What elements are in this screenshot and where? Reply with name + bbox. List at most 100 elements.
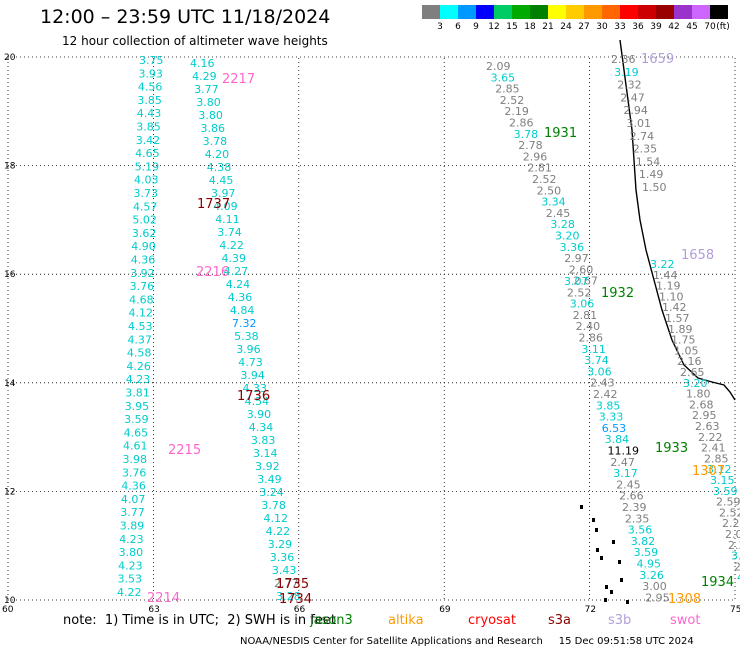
wave-height-value: 4.38 — [207, 161, 232, 174]
wave-height-value: 4.02 — [737, 571, 740, 584]
color-swatch — [440, 5, 458, 19]
wave-height-value: 2.86 — [509, 117, 534, 130]
color-swatch — [512, 5, 530, 19]
wave-height-value: 4.23 — [119, 533, 144, 546]
wave-height-value: 2.43 — [734, 560, 740, 573]
wave-height-value: 3.98 — [123, 453, 148, 466]
pass-label: 1308 — [668, 592, 701, 607]
wave-height-value: 4.12 — [264, 512, 289, 525]
wave-height-value: 4.29 — [192, 70, 217, 83]
wave-height-value: 3.56 — [628, 524, 653, 537]
wave-height-value: 4.54 — [245, 395, 270, 408]
wave-height-value: 4.56 — [138, 81, 163, 94]
color-scale-label: 6 — [455, 22, 461, 32]
color-scale-label: 24 — [560, 22, 572, 32]
wave-height-value: 4.95 — [637, 558, 662, 571]
y-tick-label: 12 — [4, 487, 15, 497]
wave-height-value: 3.14 — [253, 447, 278, 460]
wave-height-value: 5.19 — [135, 160, 160, 173]
color-swatch — [566, 5, 584, 19]
wave-height-value: 3.43 — [272, 564, 297, 577]
wave-height-value: 4.36 — [228, 291, 253, 304]
wave-height-value: 4.27 — [224, 265, 249, 278]
color-scale-label: 3 — [437, 22, 443, 32]
wave-height-value: 3.81 — [125, 387, 150, 400]
wave-height-value: 4.90 — [131, 240, 156, 253]
wave-height-value: 2.52 — [532, 173, 557, 186]
footnote: note: 1) Time is in UTC; 2) SWH is in fe… — [63, 613, 336, 628]
wave-height-values: 3.753.934.563.854.433.853.424.655.194.03… — [117, 53, 740, 604]
wave-height-value: 1.42 — [662, 301, 687, 314]
pass-label: 1933 — [655, 441, 688, 456]
color-swatch — [638, 5, 656, 19]
color-scale-label: 12 — [488, 22, 500, 32]
wave-height-value: 1.49 — [639, 168, 664, 181]
wave-height-value: 1.44 — [653, 269, 678, 282]
color-scale-label: 15 — [506, 22, 518, 32]
credit-line: NOAA/NESDIS Center for Satellite Applica… — [240, 636, 694, 647]
wave-height-value: 3.76 — [130, 280, 155, 293]
wave-height-value: 2.96 — [523, 150, 548, 163]
wave-height-value: 3.76 — [122, 466, 147, 479]
wave-height-value: 3.77 — [194, 83, 219, 96]
mission-label: cryosat — [468, 613, 516, 628]
color-scale-label: 18 — [524, 22, 536, 32]
coastline-path — [619, 39, 736, 401]
wave-height-value: 3.19 — [614, 66, 639, 79]
pass-label: 1735 — [276, 577, 309, 592]
wave-height-value: 4.20 — [205, 148, 230, 161]
wave-height-value: 2.01 — [725, 528, 740, 541]
wave-height-value: 3.74 — [217, 226, 242, 239]
x-tick-label: 72 — [585, 605, 596, 615]
wave-height-value: 2.16 — [677, 355, 702, 368]
mission-label: swot — [670, 613, 701, 628]
color-swatch — [494, 5, 512, 19]
wave-height-value: 4.84 — [230, 304, 255, 317]
color-swatch — [674, 5, 692, 19]
color-scale-label: (ft) — [716, 22, 730, 32]
coastline — [580, 39, 736, 604]
color-swatch — [476, 5, 494, 19]
wave-height-value: 1.10 — [659, 290, 684, 303]
wave-height-value: 3.26 — [639, 569, 664, 582]
pass-label: 1931 — [544, 126, 577, 141]
wave-height-value: 2.85 — [704, 452, 729, 465]
island-mark — [612, 540, 615, 544]
wave-height-value: 2.40 — [576, 320, 601, 333]
wave-height-value: 2.97 — [564, 252, 589, 265]
color-scale-label: 27 — [578, 22, 590, 32]
wave-height-value: 3.29 — [268, 538, 293, 551]
wave-height-value: 3.78 — [514, 128, 539, 141]
x-tick-label: 75 — [730, 605, 740, 615]
wave-height-value: 3.85 — [136, 121, 161, 134]
wave-height-value: 2.36 — [728, 539, 740, 552]
y-tick-label: 18 — [4, 162, 16, 172]
color-swatch — [620, 5, 638, 19]
wave-height-value: 2.36 — [611, 53, 636, 66]
pass-label: 2216 — [196, 265, 229, 280]
wave-height-value: 1.05 — [674, 344, 699, 357]
color-scale-label: 9 — [473, 22, 479, 32]
wave-height-value: 3.11 — [581, 343, 606, 356]
x-tick-label: 60 — [2, 605, 14, 615]
color-swatch — [710, 5, 728, 19]
wave-height-value: 2.95 — [645, 591, 670, 604]
wave-height-value: 2.52 — [719, 506, 740, 519]
wave-height-value: 3.78 — [203, 135, 228, 148]
wave-height-value: 3.92 — [130, 267, 155, 280]
wave-height-value: 2.94 — [623, 104, 648, 117]
color-scale-label: 39 — [650, 22, 662, 32]
map-title: 12:00 – 23:59 UTC 11/18/2024 — [40, 6, 331, 28]
island-mark — [595, 528, 598, 532]
wave-height-value: 4.22 — [117, 586, 142, 599]
wave-height-value: 2.85 — [495, 83, 520, 96]
wave-height-value: 2.21 — [722, 517, 740, 530]
wave-height-value: 5.02 — [132, 214, 157, 227]
wave-height-value: 2.95 — [692, 409, 717, 422]
wave-height-value: 3.36 — [270, 551, 295, 564]
color-swatch — [530, 5, 548, 19]
wave-height-value: 2.39 — [622, 501, 647, 514]
wave-height-value: 3.06 — [587, 365, 612, 378]
pass-label: 2214 — [147, 591, 180, 606]
wave-height-value: 3.85 — [596, 399, 621, 412]
